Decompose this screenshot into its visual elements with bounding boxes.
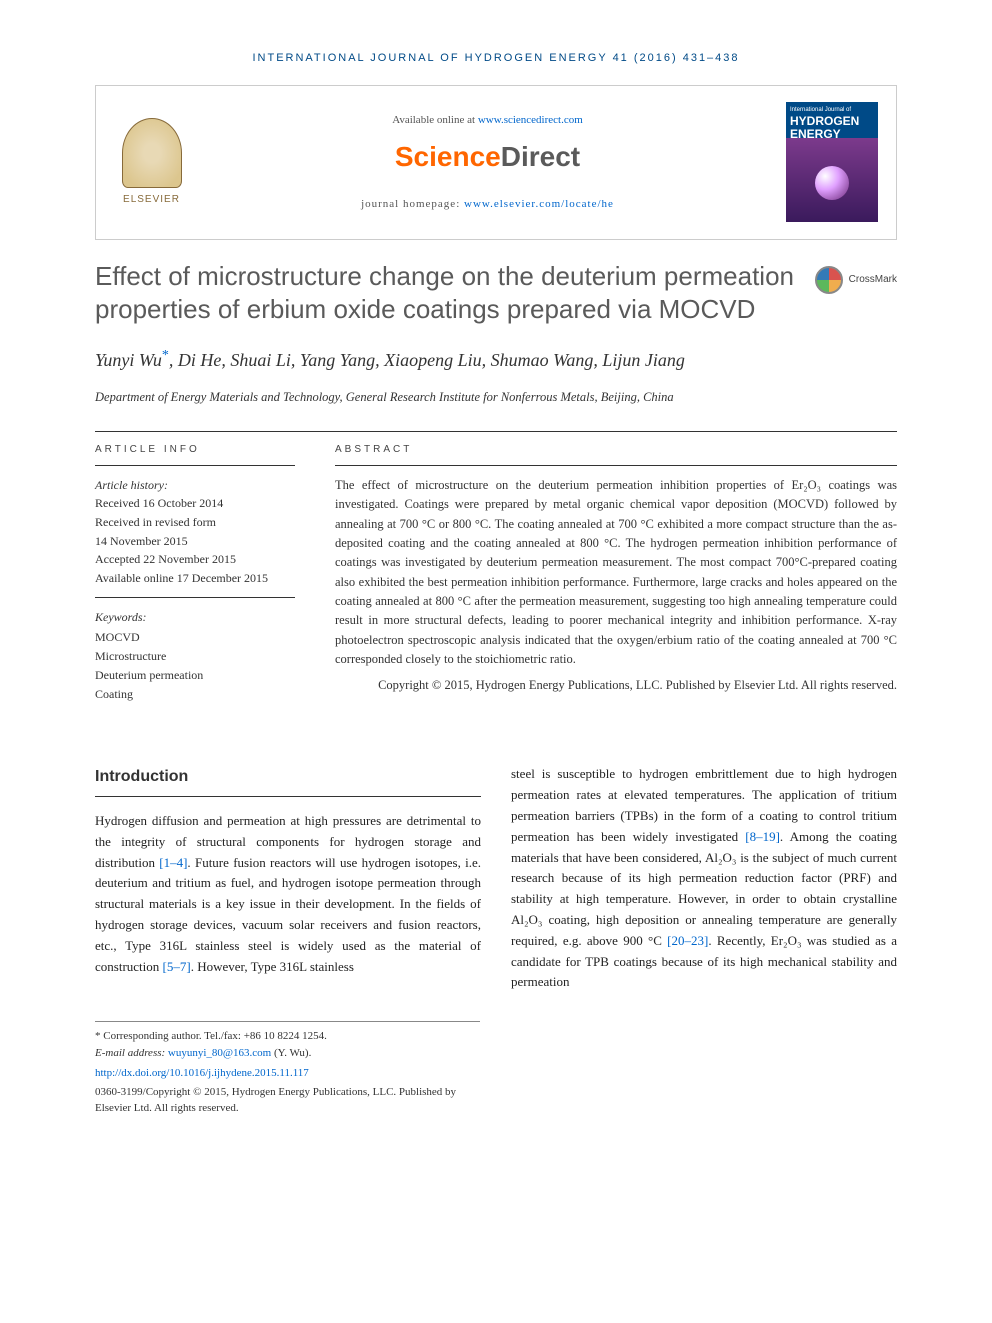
history-accepted: Accepted 22 November 2015 (95, 550, 295, 569)
keyword-item: Coating (95, 685, 295, 704)
homepage-line: journal homepage: www.elsevier.com/locat… (189, 196, 786, 213)
keywords-block: Keywords: MOCVD Microstructure Deuterium… (95, 608, 295, 704)
journal-banner: ELSEVIER Available online at www.science… (95, 85, 897, 240)
crossmark-badge[interactable]: CrossMark (815, 260, 897, 294)
authors-line: Yunyi Wu*, Di He, Shuai Li, Yang Yang, X… (95, 345, 897, 374)
elsevier-logo: ELSEVIER (114, 118, 189, 207)
sciencedirect-link[interactable]: www.sciencedirect.com (478, 114, 583, 126)
article-history: Article history: Received 16 October 201… (95, 476, 295, 599)
body-text: . Among the coating materials that have … (511, 829, 897, 948)
crossmark-label: CrossMark (849, 272, 897, 287)
body-text: . However, Type 316L stainless (191, 959, 354, 974)
intro-paragraph: Hydrogen diffusion and permeation at hig… (95, 811, 481, 977)
journal-header: INTERNATIONAL JOURNAL OF HYDROGEN ENERGY… (95, 50, 897, 67)
keyword-item: Deuterium permeation (95, 666, 295, 685)
email-label: E-mail address: (95, 1047, 168, 1059)
article-info-column: ARTICLE INFO Article history: Received 1… (95, 432, 295, 705)
history-online: Available online 17 December 2015 (95, 569, 295, 588)
body-text: . Future fusion reactors will use hydrog… (95, 855, 481, 974)
sd-logo-science: Science (395, 141, 501, 172)
affiliation: Department of Energy Materials and Techn… (95, 388, 897, 407)
cover-big-text-2: ENERGY (790, 128, 874, 141)
available-prefix: Available online at (392, 114, 478, 126)
body-columns: Introduction Hydrogen diffusion and perm… (95, 764, 897, 993)
history-head: Article history: (95, 476, 295, 495)
abstract-text: The effect of microstructure on the deut… (335, 476, 897, 670)
homepage-link[interactable]: www.elsevier.com/locate/he (464, 198, 614, 210)
body-paragraph: steel is susceptible to hydrogen embritt… (511, 764, 897, 993)
footnotes: * Corresponding author. Tel./fax: +86 10… (95, 1021, 480, 1117)
doi-line: http://dx.doi.org/10.1016/j.ijhydene.201… (95, 1065, 480, 1082)
abstract-label: ABSTRACT (335, 432, 897, 466)
keyword-item: MOCVD (95, 628, 295, 647)
article-title: Effect of microstructure change on the d… (95, 260, 795, 328)
ref-link[interactable]: [8–19] (745, 829, 780, 844)
cover-orb-icon (815, 166, 849, 200)
body-column-left: Introduction Hydrogen diffusion and perm… (95, 764, 481, 993)
elsevier-tree-icon (122, 118, 182, 188)
article-info-label: ARTICLE INFO (95, 432, 295, 466)
sd-logo-direct: Direct (501, 141, 580, 172)
keywords-head: Keywords: (95, 608, 295, 627)
history-revised-2: 14 November 2015 (95, 532, 295, 551)
journal-cover-thumb: International Journal of HYDROGEN ENERGY (786, 102, 878, 222)
history-received: Received 16 October 2014 (95, 494, 295, 513)
crossmark-icon (815, 266, 843, 294)
sciencedirect-logo: ScienceDirect (189, 136, 786, 178)
available-online-line: Available online at www.sciencedirect.co… (189, 112, 786, 129)
bottom-copyright: 0360-3199/Copyright © 2015, Hydrogen Ene… (95, 1084, 480, 1117)
email-line: E-mail address: wuyunyi_80@163.com (Y. W… (95, 1045, 480, 1062)
doi-link[interactable]: http://dx.doi.org/10.1016/j.ijhydene.201… (95, 1067, 309, 1079)
introduction-heading: Introduction (95, 764, 481, 797)
history-revised-1: Received in revised form (95, 513, 295, 532)
ref-link[interactable]: [20–23] (667, 933, 708, 948)
ref-link[interactable]: [1–4] (159, 855, 187, 870)
authors-rest: , Di He, Shuai Li, Yang Yang, Xiaopeng L… (169, 350, 685, 370)
elsevier-text: ELSEVIER (123, 192, 180, 207)
corresponding-author-star[interactable]: * (162, 348, 169, 363)
ref-link[interactable]: [5–7] (163, 959, 191, 974)
email-link[interactable]: wuyunyi_80@163.com (168, 1047, 271, 1059)
corresponding-author-note: * Corresponding author. Tel./fax: +86 10… (95, 1028, 480, 1045)
email-suffix: (Y. Wu). (271, 1047, 311, 1059)
homepage-prefix: journal homepage: (361, 198, 464, 210)
author-first: Yunyi Wu (95, 350, 162, 370)
abstract-column: ABSTRACT The effect of microstructure on… (335, 432, 897, 705)
body-column-right: steel is susceptible to hydrogen embritt… (511, 764, 897, 993)
abstract-copyright: Copyright © 2015, Hydrogen Energy Public… (335, 676, 897, 695)
keyword-item: Microstructure (95, 647, 295, 666)
